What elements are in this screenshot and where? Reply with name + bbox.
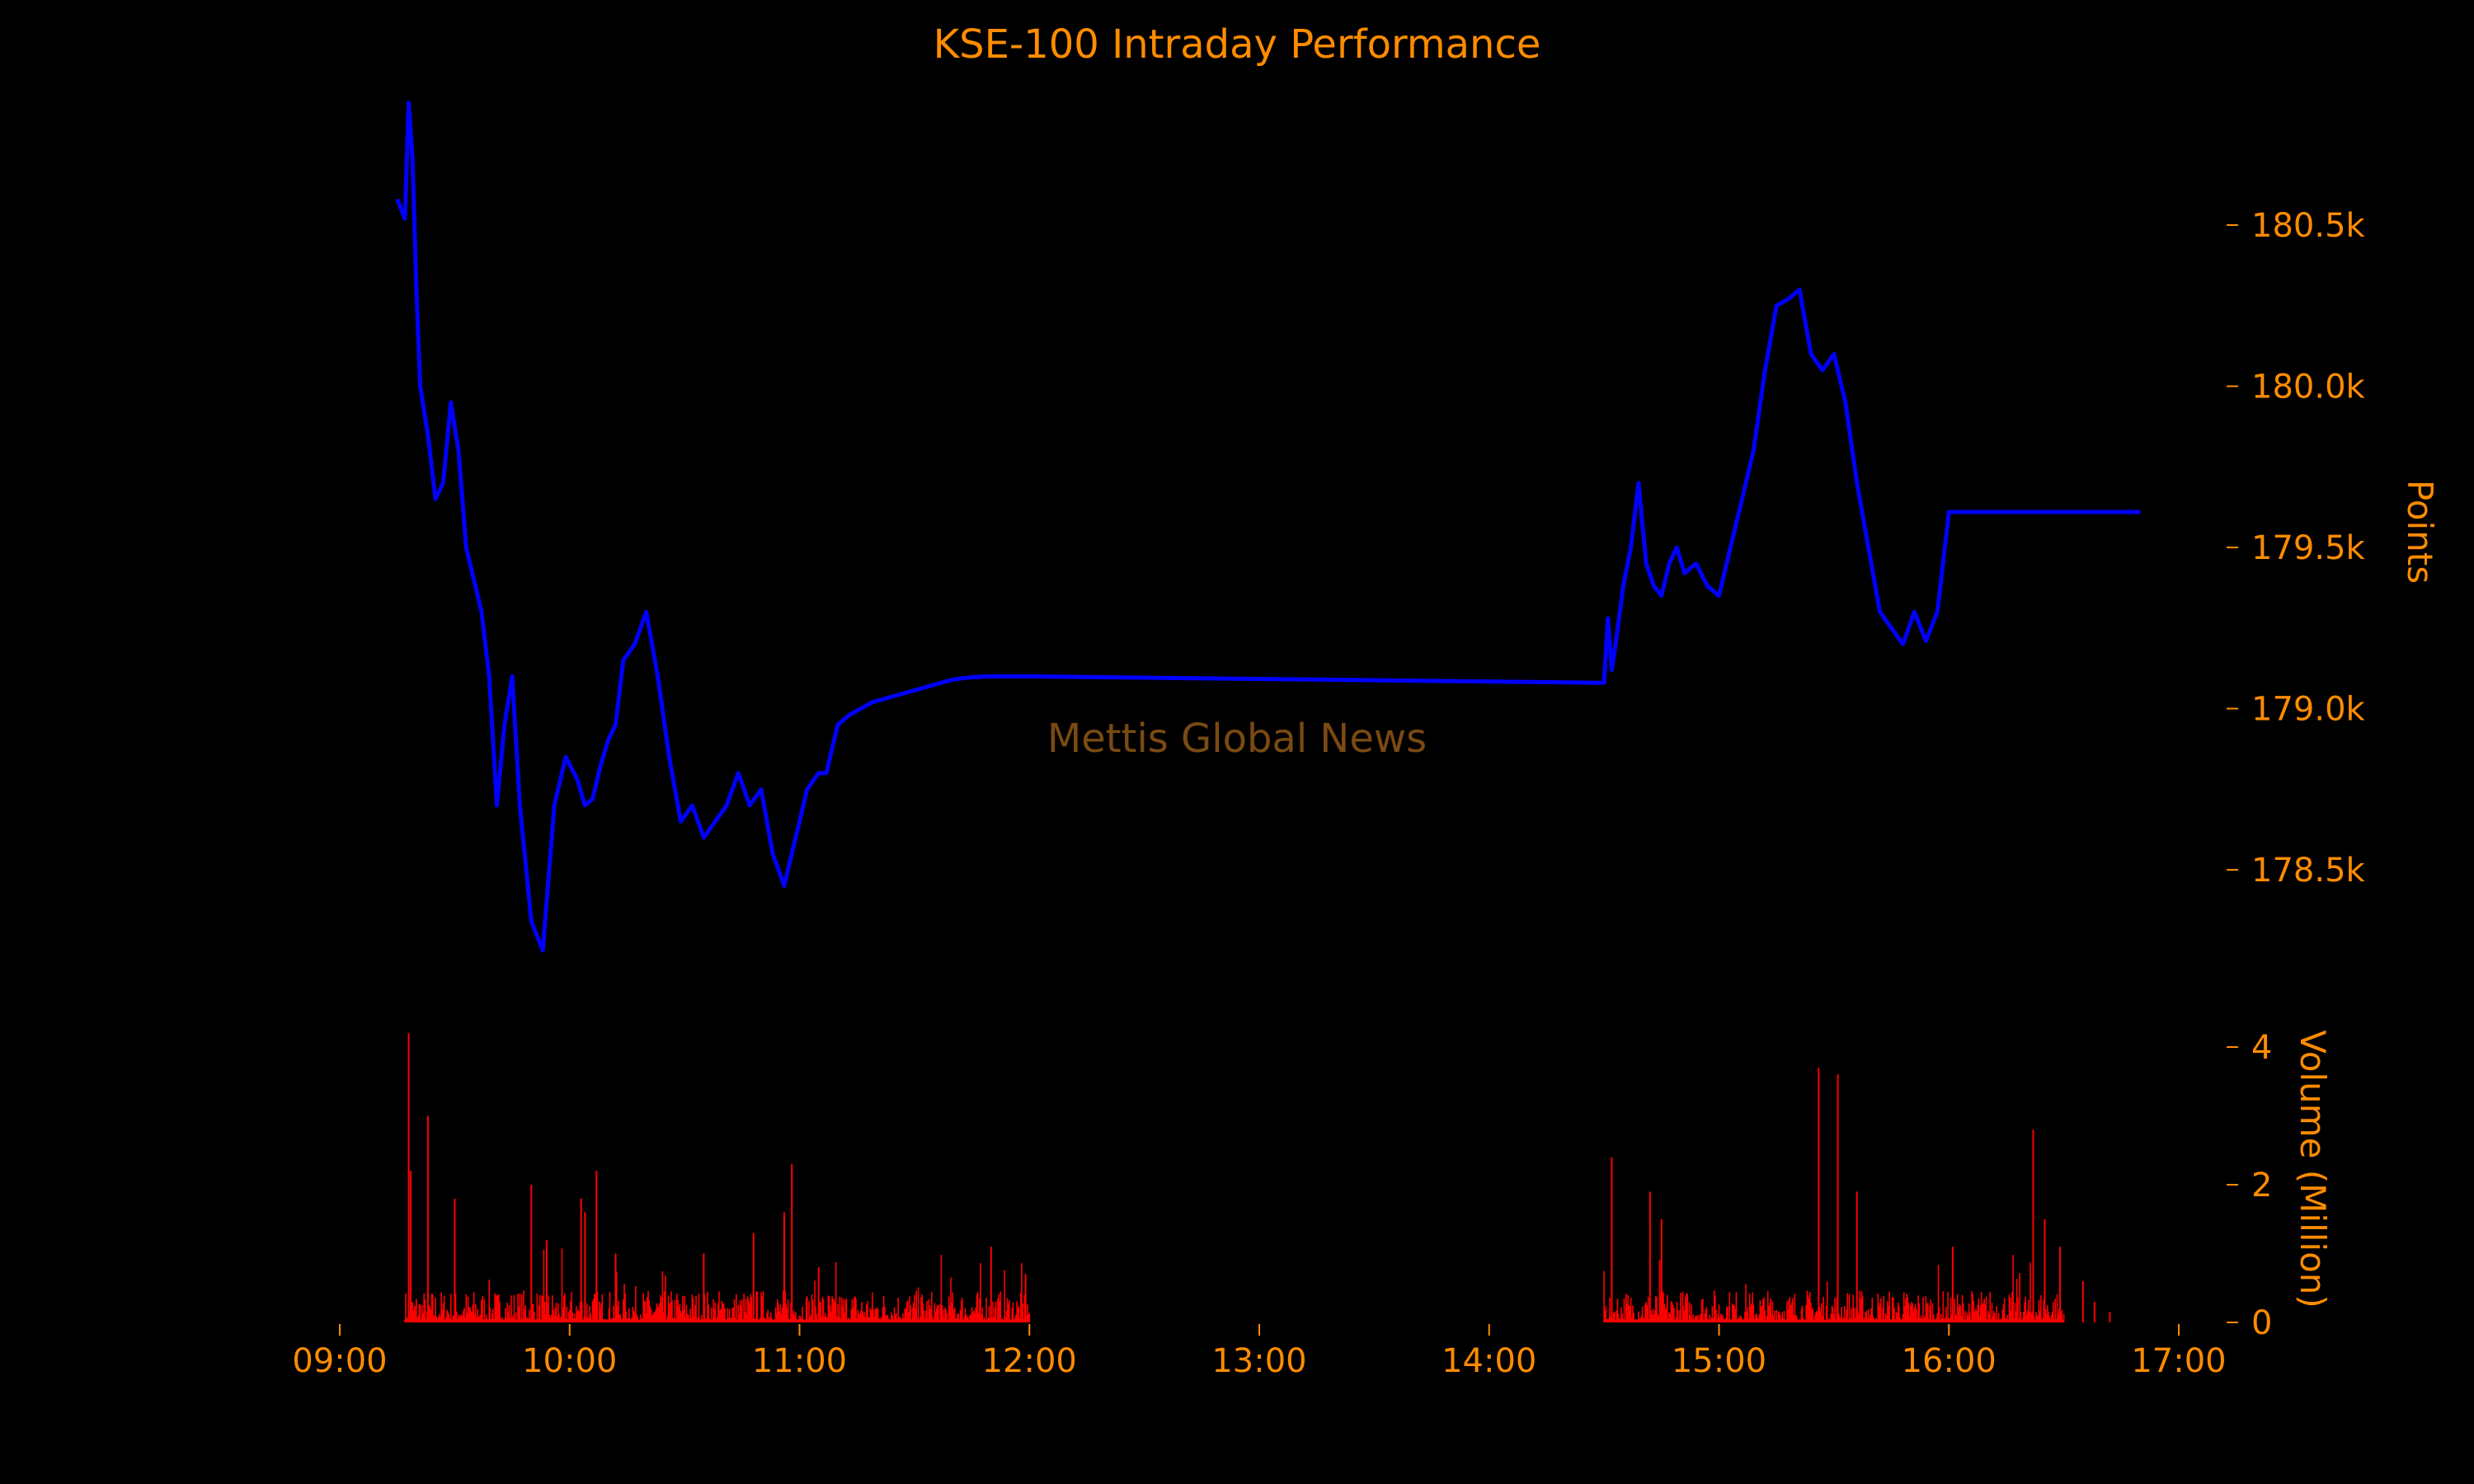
volume-y-axis-label: Volume (Million)	[2293, 1030, 2333, 1308]
price-tick-label: 180.5k	[2251, 207, 2366, 245]
price-y-axis: 178.5k 179.0k 179.5k 180.0k 180.5k	[2227, 207, 2366, 890]
time-tick-label: 09:00	[292, 1342, 387, 1380]
volume-session-bars	[1603, 1255, 2065, 1322]
chart-title: KSE-100 Intraday Performance	[934, 21, 1541, 68]
time-tick-label: 16:00	[1902, 1342, 1997, 1380]
price-series	[395, 100, 2141, 953]
watermark: Mettis Global News	[1047, 716, 1427, 762]
price-tick-label: 180.0k	[2251, 369, 2366, 406]
volume-bars	[404, 1033, 2111, 1322]
volume-tick-label: 0	[2251, 1304, 2272, 1342]
volume-y-axis: 0 2 4	[2227, 1029, 2272, 1342]
volume-tick-label: 2	[2251, 1167, 2272, 1205]
time-tick-label: 13:00	[1211, 1342, 1306, 1380]
volume-session-bars	[404, 1248, 1031, 1322]
time-tick-label: 17:00	[2131, 1342, 2226, 1380]
time-tick-label: 14:00	[1442, 1342, 1536, 1380]
price-tick-label: 178.5k	[2251, 852, 2366, 890]
price-y-axis-label: Points	[2400, 480, 2440, 584]
price-line	[395, 100, 2141, 953]
time-x-axis: 09:00 10:00 11:00 12:00 13:00 14:00 15:00 16:00…	[292, 1324, 2227, 1380]
volume-tick-label: 4	[2251, 1029, 2272, 1067]
time-tick-label: 15:00	[1672, 1342, 1766, 1380]
price-tick-label: 179.5k	[2251, 529, 2366, 567]
time-tick-label: 12:00	[982, 1342, 1077, 1380]
time-tick-label: 11:00	[752, 1342, 847, 1380]
price-tick-label: 179.0k	[2251, 691, 2366, 729]
time-tick-label: 10:00	[522, 1342, 617, 1380]
